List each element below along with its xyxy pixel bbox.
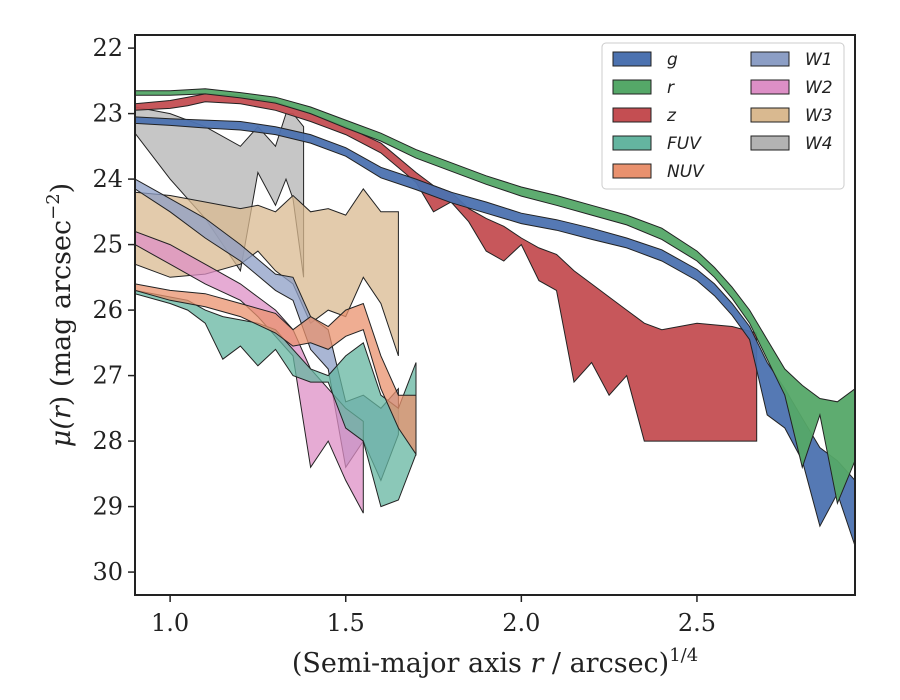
series-band-W2 (135, 230, 364, 514)
x-tick-label: 2.0 (502, 609, 540, 637)
y-tick-label: 25 (92, 231, 123, 259)
legend-swatch-g (612, 51, 652, 67)
legend: grz FUV NUV W1 W2 W3 W4 (601, 42, 845, 190)
y-tick-label: 26 (92, 296, 123, 324)
legend-swatch-W4 (750, 135, 790, 151)
tick-layer: 1.0 1.5 2.0 2.5 22 23 24 25 26 27 28 29 30 (92, 34, 716, 637)
y-tick-label: 30 (92, 558, 123, 586)
y-tick-label: 24 (92, 165, 123, 193)
y-tick-label: 22 (92, 34, 123, 62)
legend-label-W4: W4 (805, 134, 833, 154)
series-band-r (135, 88, 855, 506)
legend-label-z: z (666, 106, 677, 126)
y-tick-label: 29 (92, 493, 123, 521)
plot-frame (134, 34, 856, 596)
y-axis-label: μ(r) (mag arcsec−2) (43, 183, 77, 447)
legend-swatch-W2 (750, 79, 790, 95)
x-axis-label: (Semi-major axis r / arcsec)1/4 (292, 645, 698, 679)
legend-swatch-FUV (612, 135, 652, 151)
legend-swatch-r (612, 79, 652, 95)
x-tick-label: 1.5 (327, 609, 365, 637)
y-tick-label: 23 (92, 100, 123, 128)
series-band-z (135, 93, 758, 442)
legend-swatch-W1 (750, 51, 790, 67)
x-tick-label: 1.0 (151, 609, 189, 637)
legend-swatch-NUV (612, 163, 652, 179)
legend-label-W2: W2 (805, 78, 833, 98)
y-tick-label: 28 (92, 427, 123, 455)
legend-label-FUV: FUV (667, 134, 702, 154)
series-layer (135, 88, 855, 547)
legend-swatch-W3 (750, 107, 790, 123)
y-tick-label: 27 (92, 362, 123, 390)
legend-label-r: r (667, 78, 675, 98)
legend-label-g: g (667, 50, 678, 70)
legend-label-W3: W3 (805, 106, 833, 126)
x-tick-label: 2.5 (678, 609, 716, 637)
series-band-g (135, 116, 855, 547)
series-band-NUV (135, 283, 417, 456)
legend-swatch-z (612, 107, 652, 123)
legend-label-NUV: NUV (667, 162, 705, 182)
legend-label-W1: W1 (805, 50, 833, 70)
